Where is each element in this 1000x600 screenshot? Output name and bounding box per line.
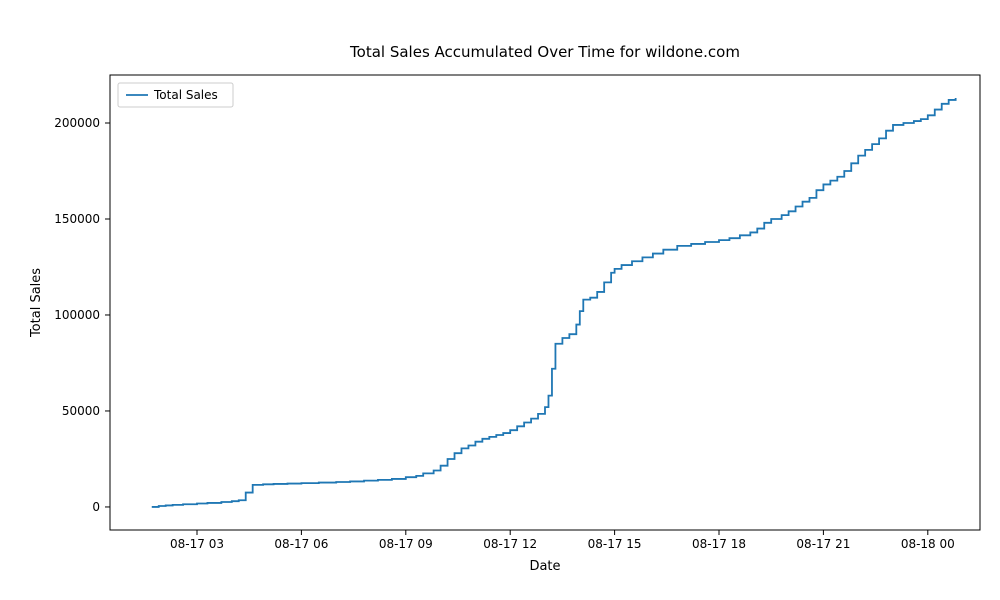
line-chart: 08-17 03 08-17 06 08-17 09 08-17 12 08-17 15… (0, 0, 1000, 600)
chart-container: 08-17 03 08-17 06 08-17 09 08-17 12 08-17 15… (0, 0, 1000, 600)
x-axis-label: Date (529, 559, 560, 574)
x-tick-label: 08-17 09 (379, 537, 433, 551)
legend-label: Total Sales (153, 88, 218, 102)
chart-title: Total Sales Accumulated Over Time for wi… (349, 43, 740, 61)
y-tick-label: 50000 (62, 404, 100, 418)
x-tick-label: 08-17 15 (588, 537, 642, 551)
x-tick-label: 08-17 18 (692, 537, 746, 551)
plot-border (110, 75, 980, 530)
y-axis-label: Total Sales (29, 268, 44, 338)
x-tick-label: 08-17 12 (483, 537, 537, 551)
y-tick-label: 200000 (54, 116, 100, 130)
x-tick-label: 08-17 21 (796, 537, 850, 551)
x-tick-label: 08-17 06 (274, 537, 328, 551)
y-tick-label: 150000 (54, 212, 100, 226)
x-tick-label: 08-17 03 (170, 537, 224, 551)
y-tick-label: 0 (92, 500, 100, 514)
x-tick-label: 08-18 00 (901, 537, 955, 551)
y-tick-label: 100000 (54, 308, 100, 322)
series-line (152, 98, 956, 507)
